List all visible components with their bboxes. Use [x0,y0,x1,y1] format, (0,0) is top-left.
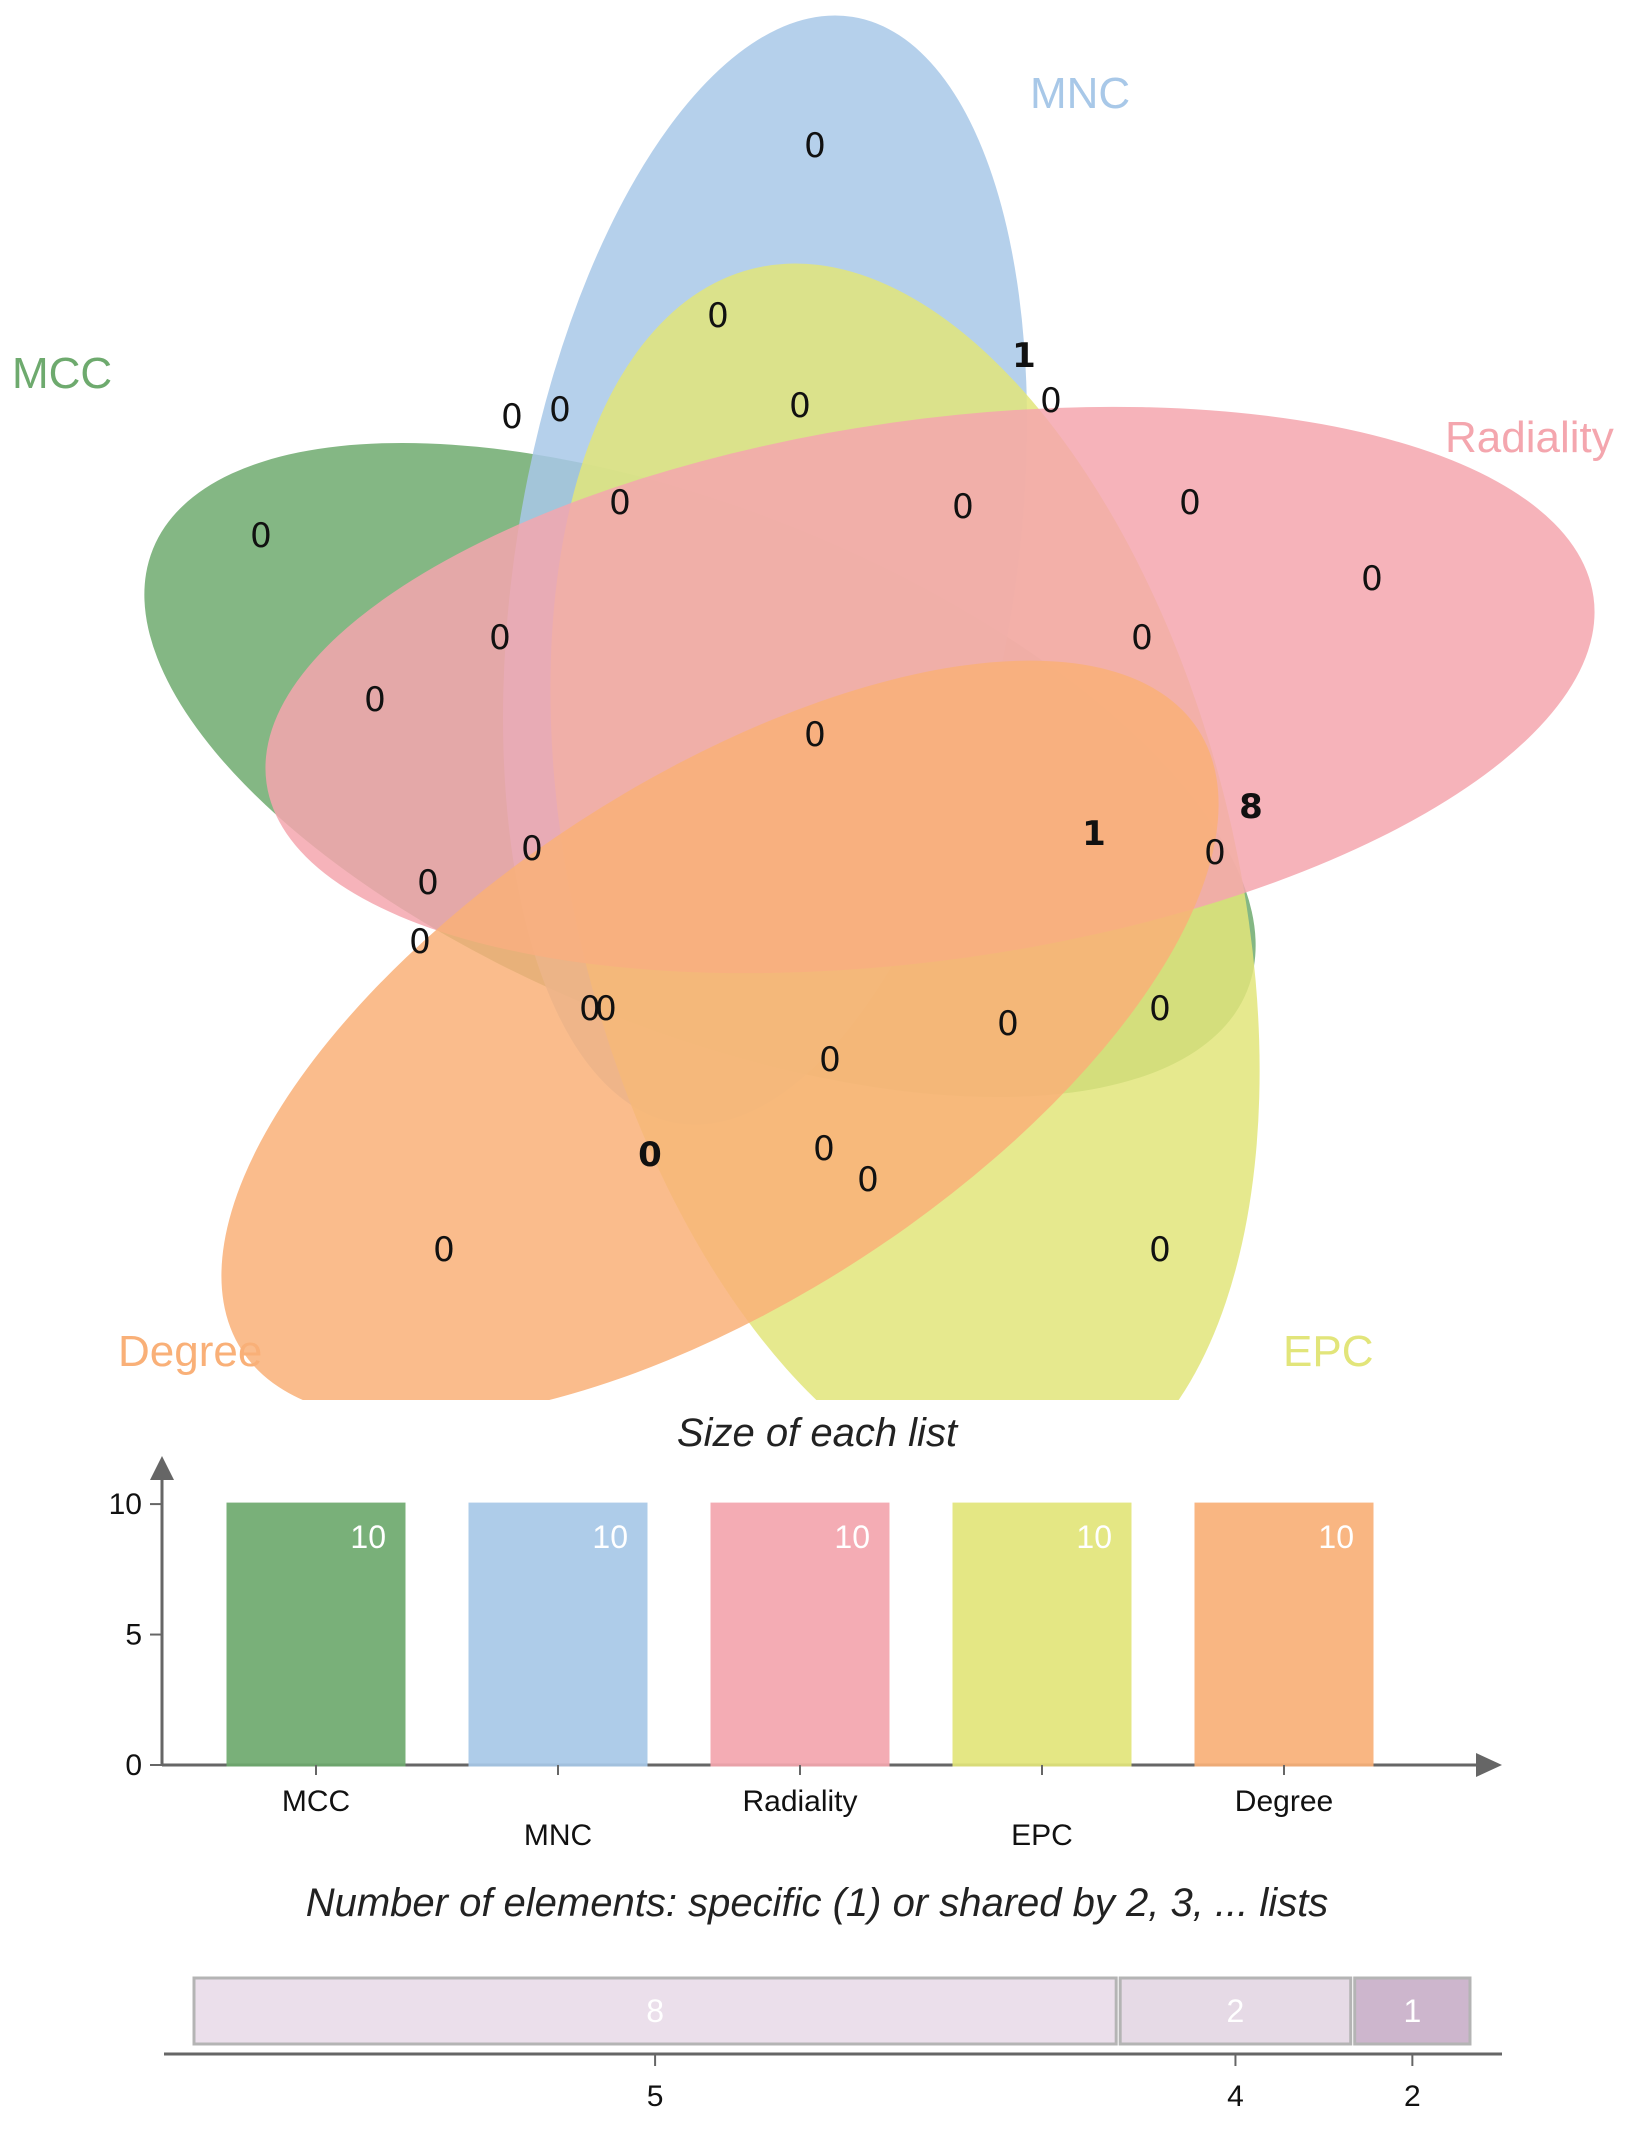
region-count: 1 [1082,814,1106,854]
shared-by-label: 2 [1404,2080,1421,2113]
region-count: 0 [1131,618,1153,658]
region-count: 0 [489,618,511,658]
region-count: 0 [997,1004,1019,1044]
region-count: 0 [501,397,523,437]
set-label-epc: EPC [1283,1327,1373,1376]
region-count: 0 [409,922,431,962]
venn-ellipses [144,15,1595,1400]
shared-elements-segments: 8 5 2 4 1 2 [192,1976,1472,2113]
size-bar [468,1502,648,1767]
region-count: 0 [549,390,571,430]
y-tick-label: 0 [125,1749,142,1782]
region-count: 0 [952,487,974,527]
region-count: 0 [1040,381,1062,421]
set-label-mnc: MNC [1030,69,1130,118]
size-bar-value: 10 [350,1519,386,1555]
list-size-chart: Size of each list 10 5 0 10 MCC 10 MNC 10 Radia… [109,1411,1502,1852]
region-count: 0 [789,386,811,426]
size-bar-value: 10 [834,1519,870,1555]
category-label: MCC [282,1785,350,1818]
set-label-radiality: Radiality [1445,413,1614,462]
region-count: 0 [1179,483,1201,523]
region-count: 0 [579,989,601,1029]
size-bar [1194,1502,1374,1767]
shared-segment-label: 2 [1227,1993,1245,2029]
list-size-chart-title: Size of each list [677,1411,959,1455]
region-count: 8 [1239,787,1263,827]
y-axis-arrow [150,1456,174,1480]
size-bar [226,1502,406,1767]
shared-segment-label: 1 [1403,1993,1421,2029]
x-axis-arrow [1476,1753,1502,1777]
region-count: 0 [1204,833,1226,873]
region-count: 0 [813,1129,835,1169]
region-count: 0 [1149,989,1171,1029]
region-count: 0 [417,863,439,903]
region-count: 0 [857,1160,879,1200]
region-count: 0 [364,680,386,720]
shared-segment [1118,1976,1353,2046]
shared-segment [192,1976,1118,2046]
shared-elements-chart: Number of elements: specific (1) or shar… [164,1881,1502,2113]
category-label: MNC [524,1819,592,1852]
region-count: 0 [433,1230,455,1270]
shared-by-label: 5 [647,2080,664,2113]
y-ticks: 10 5 0 [109,1488,162,1782]
set-label-degree: Degree [118,1327,262,1376]
size-bar-value: 10 [1318,1519,1354,1555]
size-bar-value: 10 [592,1519,628,1555]
region-count: 0 [595,989,617,1029]
list-size-bars: 10 MCC 10 MNC 10 Radiality 10 EPC 10 Degree [226,1502,1374,1852]
region-count: 0 [804,715,826,755]
category-label: Radiality [742,1785,857,1818]
category-label: EPC [1011,1819,1073,1852]
shared-elements-chart-title: Number of elements: specific (1) or shar… [306,1881,1329,1925]
shared-by-label: 4 [1227,2080,1244,2113]
category-label: Degree [1235,1785,1333,1818]
region-count: 0 [819,1040,841,1080]
shared-segment-label: 8 [646,1993,664,2029]
region-count: 0 [609,483,631,523]
region-count: 0 [638,1135,662,1175]
size-bar-value: 10 [1076,1519,1112,1555]
size-bar [710,1502,890,1767]
set-label-mcc: MCC [12,349,112,398]
region-count: 0 [707,296,729,336]
y-tick-label: 10 [109,1488,142,1521]
region-count: 0 [250,516,272,556]
region-count: 0 [804,126,826,166]
region-count: 0 [521,829,543,869]
size-bar [952,1502,1132,1767]
shared-segment [1353,1976,1472,2046]
set-ellipse-degree [221,660,1219,1400]
region-count: 0 [1149,1230,1171,1270]
region-count: 0 [1361,559,1383,599]
y-tick-label: 5 [125,1619,142,1652]
region-count: 1 [1012,336,1036,376]
